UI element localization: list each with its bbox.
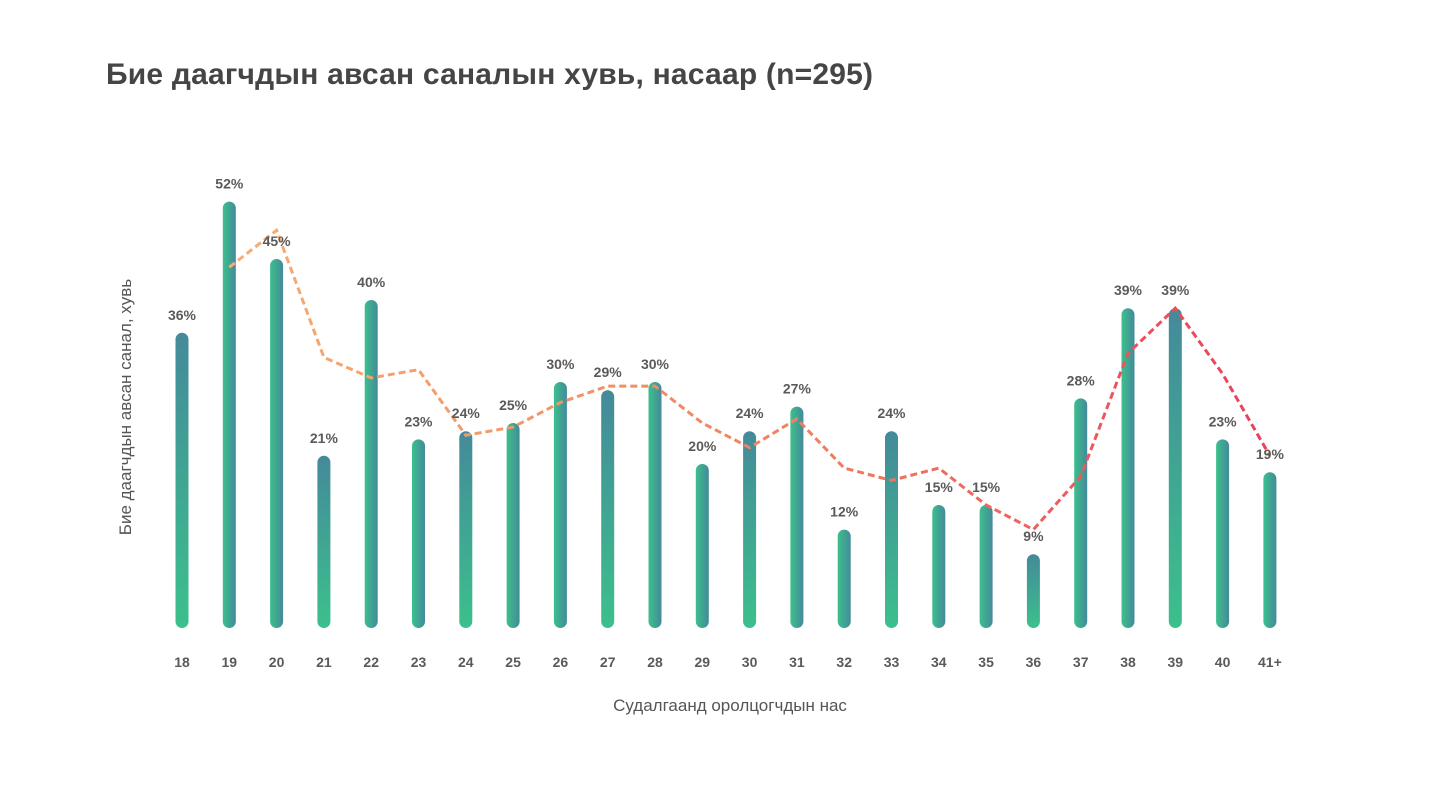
x-tick-label: 27 xyxy=(600,654,616,670)
x-tick-label: 32 xyxy=(836,654,852,670)
x-tick-label: 29 xyxy=(695,654,711,670)
data-label: 21% xyxy=(310,430,339,446)
x-tick-label: 36 xyxy=(1026,654,1042,670)
chart-title: Бие даагчдын авсан саналын хувь, насаар … xyxy=(106,58,874,91)
bar-21 xyxy=(317,455,331,628)
x-tick-label: 26 xyxy=(553,654,569,670)
bar-36 xyxy=(1026,554,1040,628)
trend-line xyxy=(228,227,1272,532)
data-label: 30% xyxy=(546,356,575,372)
bar-33 xyxy=(885,431,898,628)
bar-40 xyxy=(1216,439,1230,628)
x-tick-label: 22 xyxy=(363,654,379,670)
bar-24 xyxy=(459,431,473,628)
bar-39 xyxy=(1168,308,1182,628)
bar-25 xyxy=(506,423,520,628)
data-label: 24% xyxy=(452,405,481,421)
bar-22 xyxy=(364,300,378,628)
data-label: 25% xyxy=(499,397,528,413)
data-label: 39% xyxy=(1161,282,1190,298)
data-label: 40% xyxy=(357,274,386,290)
x-tick-label: 25 xyxy=(505,654,521,670)
x-tick-label: 19 xyxy=(222,654,238,670)
data-label: 23% xyxy=(404,413,433,429)
data-label: 12% xyxy=(830,504,859,520)
data-label: 24% xyxy=(877,405,906,421)
data-label: 9% xyxy=(1023,528,1044,544)
data-label: 24% xyxy=(736,405,765,421)
x-tick-label: 28 xyxy=(647,654,663,670)
data-label: 39% xyxy=(1114,282,1143,298)
x-tick-label: 23 xyxy=(411,654,427,670)
x-tick-label: 21 xyxy=(316,654,332,670)
data-label: 45% xyxy=(263,233,292,249)
x-tick-label: 34 xyxy=(931,654,947,670)
data-label: 15% xyxy=(972,479,1001,495)
data-label: 15% xyxy=(925,479,954,495)
data-label: 27% xyxy=(783,381,812,397)
bar-37 xyxy=(1074,398,1088,628)
x-tick-label: 40 xyxy=(1215,654,1231,670)
data-label: 20% xyxy=(688,438,717,454)
x-tick-label: 31 xyxy=(789,654,805,670)
x-axis-label: Судалгаанд оролцогчдын нас xyxy=(613,696,847,715)
x-tick-label: 37 xyxy=(1073,654,1089,670)
bar-23 xyxy=(412,439,425,628)
bar-20 xyxy=(270,259,284,628)
x-tick-label: 39 xyxy=(1168,654,1184,670)
x-tick-label: 38 xyxy=(1120,654,1136,670)
data-label: 36% xyxy=(168,307,197,323)
bar-26 xyxy=(553,382,567,628)
data-label: 23% xyxy=(1209,413,1238,429)
x-tick-label: 18 xyxy=(174,654,190,670)
x-tick-label: 35 xyxy=(978,654,994,670)
bar-27 xyxy=(601,390,615,628)
data-label: 28% xyxy=(1067,372,1096,388)
bar-41+ xyxy=(1263,472,1277,628)
bar-31 xyxy=(790,406,804,628)
bar-35 xyxy=(979,505,993,628)
data-label: 52% xyxy=(215,176,244,192)
bar-32 xyxy=(837,529,851,628)
bar-18 xyxy=(175,332,189,628)
data-label: 19% xyxy=(1256,446,1285,462)
data-label: 30% xyxy=(641,356,670,372)
y-axis-label: Бие даагчдын авсан санал, хувь xyxy=(116,279,135,536)
x-tick-label: 30 xyxy=(742,654,758,670)
x-tick-label: 41+ xyxy=(1258,654,1282,670)
data-label: 29% xyxy=(594,364,623,380)
x-tick-label: 20 xyxy=(269,654,285,670)
bar-34 xyxy=(932,505,946,628)
x-tick-label: 24 xyxy=(458,654,474,670)
x-tick-label: 33 xyxy=(884,654,900,670)
bar-30 xyxy=(743,431,757,628)
bar-19 xyxy=(222,201,236,628)
bar-28 xyxy=(648,382,662,628)
bar-38 xyxy=(1121,308,1135,628)
bar-29 xyxy=(695,464,709,628)
